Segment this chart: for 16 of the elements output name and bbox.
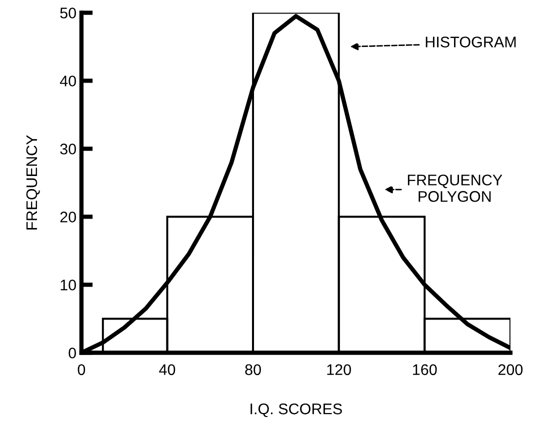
y-tick-label: 40	[60, 76, 76, 86]
x-tick-label: 200	[498, 364, 523, 376]
x-tick-label: 0	[78, 364, 86, 376]
x-tick-label: 120	[327, 364, 351, 376]
y-tick-label: 10	[60, 280, 76, 290]
y-tick-label: 50	[60, 8, 76, 18]
annotation: FREQUENCY POLYGON	[408, 174, 502, 202]
y-tick-label: 0	[68, 348, 76, 358]
x-axis-title: I.Q. SCORES	[250, 404, 342, 418]
x-tick-label: 160	[413, 364, 437, 376]
x-tick-label: 40	[159, 364, 176, 376]
y-axis-title: FREQUENCY	[26, 135, 40, 230]
x-tick-label: 80	[245, 364, 261, 376]
y-tick-label: 30	[60, 144, 76, 154]
annotation: HISTOGRAM	[426, 36, 516, 48]
y-tick-label: 20	[60, 212, 76, 222]
